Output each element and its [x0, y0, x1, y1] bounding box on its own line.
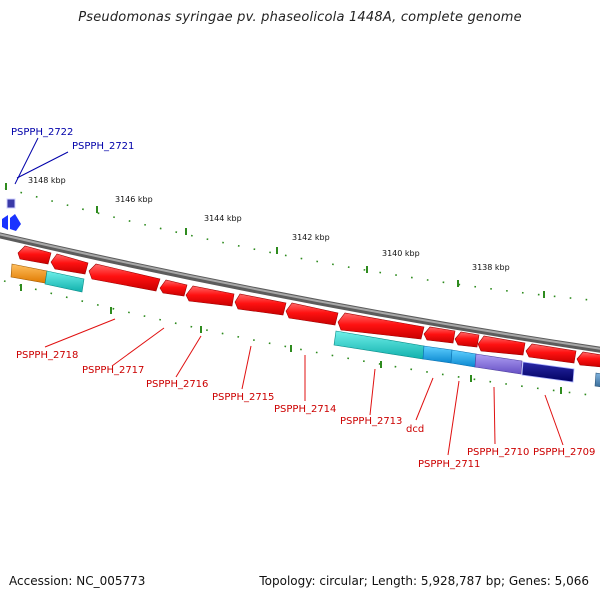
feature-PSPPH_2716: [159, 279, 188, 297]
scale-label: 3148 kbp: [28, 176, 66, 185]
feature-light-blue-b: [450, 349, 477, 368]
gene-label-PSPPH_2722: PSPPH_2722: [11, 127, 73, 138]
scale-label: 3138 kbp: [472, 263, 510, 272]
feature-purple: [474, 353, 523, 375]
accession-text: Accession: NC_005773: [9, 574, 146, 588]
label-leader-line: [175, 335, 202, 378]
scale-label: 3144 kbp: [204, 214, 242, 223]
scale-label: 3140 kbp: [382, 249, 420, 258]
reverse-cds-features[interactable]: [17, 245, 600, 368]
gene-label-PSPPH_2710: PSPPH_2710: [467, 447, 529, 458]
gene-label-PSPPH_2718: PSPPH_2718: [16, 350, 78, 361]
feature-edge: [576, 351, 600, 368]
gene-label-PSPPH_2721: PSPPH_2721: [72, 141, 134, 152]
label-leader-line: [493, 386, 496, 445]
feature-teal-left: [44, 270, 85, 293]
gene-label-dcd: dcd: [406, 424, 424, 435]
gene-label-PSPPH_2715: PSPPH_2715: [212, 392, 274, 403]
feature-navy: [521, 361, 575, 383]
label-leader-line: [16, 151, 69, 179]
feature-PSPPH_2721: [10, 214, 21, 231]
label-leader-line: [544, 394, 564, 446]
feature-steel: [594, 372, 600, 388]
colored-features[interactable]: [10, 263, 600, 388]
feature-PSPPH_2709: [525, 343, 577, 364]
feature-PSPPH_2718b: [50, 253, 89, 275]
label-leader-line: [111, 327, 165, 367]
outer-tick-marks: [4, 183, 591, 301]
topology-text: Topology: circular; Length: 5,928,787 bp…: [259, 574, 589, 588]
minor-tick-track: [4, 187, 591, 301]
genome-title: Pseudomonas syringae pv. phaseolicola 14…: [78, 10, 522, 25]
feature-light-blue-a: [422, 345, 453, 364]
feature-PSPPH_2714a: [234, 293, 287, 316]
gene-label-PSPPH_2713: PSPPH_2713: [340, 416, 402, 427]
feature-PSPPH_2718a: [17, 245, 52, 265]
scale-label: 3146 kbp: [115, 195, 153, 204]
reverse-gene-labels[interactable]: PSPPH_2718 PSPPH_2717 PSPPH_2716 PSPPH_2…: [16, 318, 595, 470]
feature-forward-arrow: [2, 215, 8, 230]
feature-PSPPH_2714b: [285, 302, 339, 326]
feature-PSPPH_2711: [454, 331, 480, 348]
label-leader-line: [14, 137, 39, 185]
feature-PSPPH_2713: [337, 312, 425, 340]
feature-PSPPH_2722: [6, 198, 16, 209]
feature-PSPPH_2710: [477, 335, 526, 356]
gene-label-PSPPH_2716: PSPPH_2716: [146, 379, 208, 390]
inner-tick-marks: [3, 280, 591, 396]
label-leader-line: [44, 318, 116, 348]
label-leader-line: [415, 377, 434, 421]
gene-label-PSPPH_2711: PSPPH_2711: [418, 459, 480, 470]
forward-gene-labels[interactable]: PSPPH_2722 PSPPH_2721: [11, 127, 134, 185]
label-leader-line: [447, 380, 460, 456]
feature-orange: [10, 263, 48, 284]
genome-backbone: [0, 232, 600, 353]
scale-labels: 3148 kbp 3146 kbp 3144 kbp 3142 kbp 3140…: [28, 176, 510, 272]
label-leader-line: [241, 345, 252, 390]
feature-PSPPH_2715: [185, 285, 235, 307]
gene-label-PSPPH_2717: PSPPH_2717: [82, 365, 144, 376]
scale-label: 3142 kbp: [292, 233, 330, 242]
feature-PSPPH_2717: [88, 263, 161, 292]
forward-features[interactable]: [2, 198, 21, 231]
label-leader-line: [369, 368, 376, 416]
gene-label-PSPPH_2714: PSPPH_2714: [274, 404, 336, 415]
feature-dcd: [423, 326, 456, 344]
gene-label-PSPPH_2709: PSPPH_2709: [533, 447, 595, 458]
